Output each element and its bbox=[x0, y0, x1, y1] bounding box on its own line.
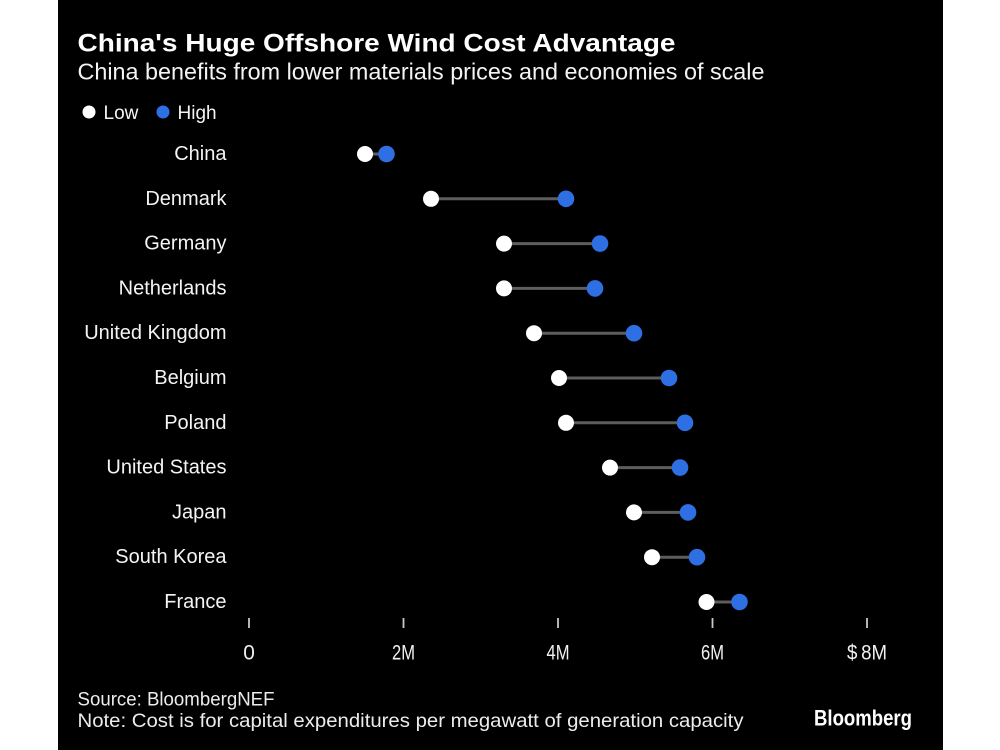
svg-text:4M: 4M bbox=[546, 642, 569, 665]
svg-text:0: 0 bbox=[243, 642, 255, 665]
svg-text:Bloomberg: Bloomberg bbox=[814, 706, 912, 731]
svg-text:Netherlands: Netherlands bbox=[118, 277, 226, 299]
svg-text:Note: Cost is for capital expe: Note: Cost is for capital expenditures p… bbox=[77, 710, 743, 732]
svg-text:$ 8M: $ 8M bbox=[847, 642, 887, 665]
svg-text:South Korea: South Korea bbox=[115, 546, 227, 568]
svg-text:China's Huge Offshore Wind Cos: China's Huge Offshore Wind Cost Advantag… bbox=[77, 30, 675, 58]
svg-text:United Kingdom: United Kingdom bbox=[84, 322, 226, 344]
svg-text:Germany: Germany bbox=[144, 233, 226, 255]
svg-text:Denmark: Denmark bbox=[145, 188, 227, 210]
svg-text:6M: 6M bbox=[701, 642, 724, 665]
svg-text:Japan: Japan bbox=[172, 501, 227, 523]
svg-text:United States: United States bbox=[106, 457, 226, 479]
svg-text:Poland: Poland bbox=[164, 412, 226, 434]
svg-text:France: France bbox=[164, 591, 226, 613]
svg-text:High: High bbox=[177, 103, 216, 124]
svg-text:Source: BloombergNEF: Source: BloombergNEF bbox=[77, 688, 274, 710]
svg-text:Low: Low bbox=[103, 103, 138, 124]
svg-text:China: China bbox=[174, 143, 227, 165]
svg-text:China benefits from lower mate: China benefits from lower materials pric… bbox=[77, 59, 764, 85]
svg-text:2M: 2M bbox=[392, 642, 415, 665]
svg-text:Belgium: Belgium bbox=[154, 367, 226, 389]
